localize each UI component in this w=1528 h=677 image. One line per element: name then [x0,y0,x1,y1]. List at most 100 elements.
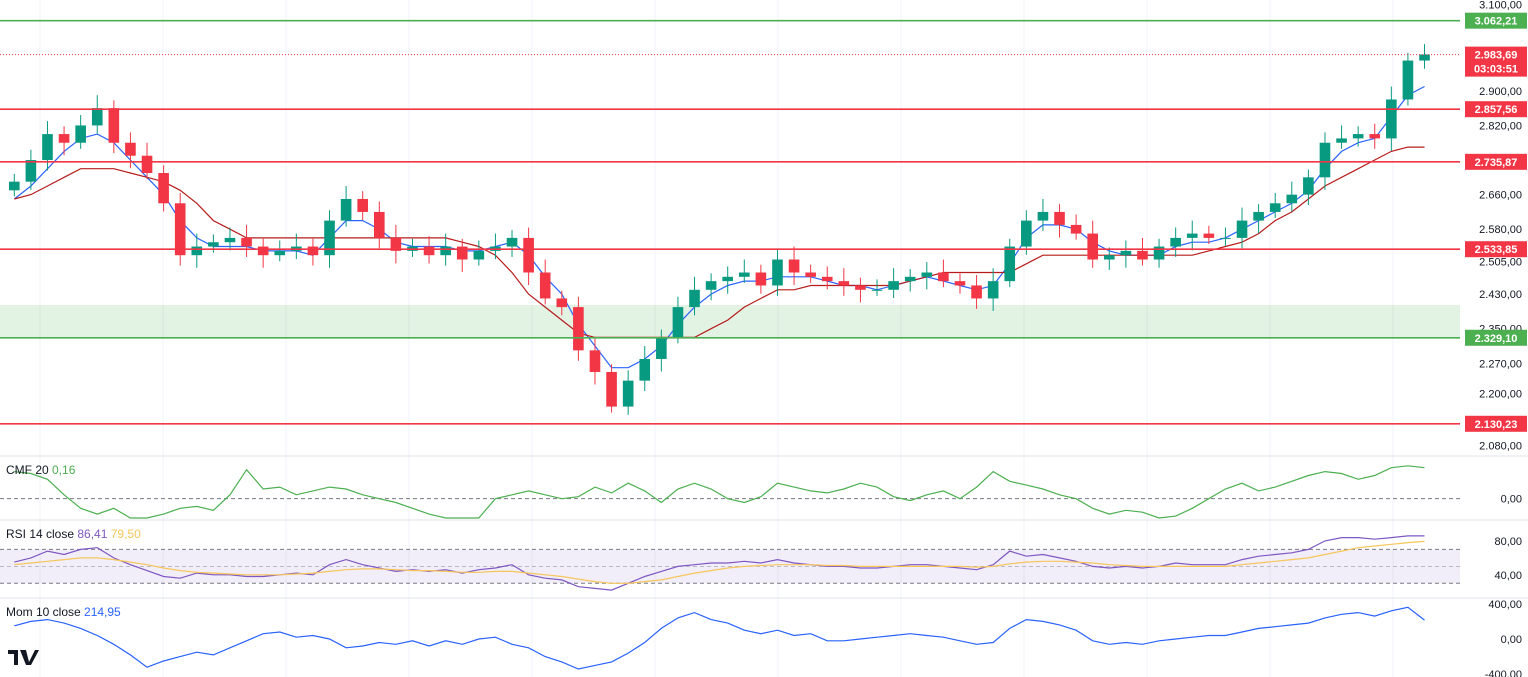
candle-body [1369,134,1381,139]
candle-body [1220,237,1231,239]
indicator-legend: Mom 10 close 214,95 [6,605,121,619]
candle [1170,227,1181,257]
candle-body [108,108,120,143]
indicator-legend: CMF 20 0,16 [6,463,76,477]
candle-body [506,237,518,247]
candle-body [440,246,451,256]
candle [622,370,634,415]
candle [108,100,120,154]
candle [904,269,916,292]
price-badges: 3.062,21 2.857,56 2.735,87 2.533,85 2.329,10… [1465,12,1527,432]
candle [125,132,136,169]
level-badge [1465,101,1527,118]
candle-body [1137,250,1148,260]
candle [373,201,385,249]
candle [1236,207,1248,249]
candle [871,279,883,296]
candle [1103,247,1115,270]
candle [805,264,816,283]
tradingview-logo [8,650,39,665]
candle-body [241,237,252,247]
y-tick-label: 2.080,00 [1479,441,1522,453]
candle [987,268,999,311]
level-badge [1465,415,1527,432]
candle-body [888,281,899,290]
candle [257,238,269,268]
candle-body [689,289,700,308]
y-tick-label: 2.430,00 [1479,289,1522,301]
candle-body [1419,54,1430,61]
momentum-pane: 400,00 0,00 -400,00 Mom 10 close 214,95 [6,599,1522,677]
y-tick-label: 2.820,00 [1479,120,1522,132]
candle [75,115,86,149]
candle-body [324,220,335,256]
level-badge-label: 2.533,85 [1475,244,1518,256]
candle-body [75,125,86,143]
indicator-line [14,535,1425,591]
y-tick-label: 0,00 [1501,494,1522,506]
candle-body [938,272,949,282]
rsi-pane: 80,00 40,00 RSI 14 close 86,41 79,50 [0,527,1528,599]
candle [606,364,617,413]
candle [971,275,982,309]
level-badge-label: 2.130,23 [1475,419,1518,431]
candle [1153,238,1165,268]
candle-body [473,250,485,260]
candle-body [58,134,70,143]
y-tick-label: 2.505,00 [1479,257,1522,269]
candle [888,268,899,299]
y-tick-label: 80,00 [1494,536,1522,548]
candle [1419,44,1430,69]
candle-body [622,380,634,407]
candle [539,259,551,305]
candle [1004,238,1016,288]
candle-body [573,307,584,351]
candle [1137,237,1148,266]
candle-body [921,272,933,277]
candle-body [539,272,551,299]
indicator-line [14,540,1425,584]
indicator-value: 0,16 [52,463,76,477]
candle-body [174,203,186,256]
level-badge [1465,153,1527,170]
candle-body [523,237,534,273]
candle-body [423,246,435,256]
candle-body [722,276,734,282]
candle-body [224,237,236,243]
candle [1070,214,1082,240]
candle [1021,210,1032,255]
last-price-badge [1465,46,1527,77]
indicator-title: RSI 14 close [6,527,77,541]
y-tick-label: 2.660,00 [1479,190,1522,202]
candle [838,268,850,296]
candle-body [1336,138,1347,143]
candle-body [1253,211,1264,221]
indicator-legend: RSI 14 close 86,41 79,50 [6,527,141,541]
candle [705,273,717,301]
candle-body [788,259,800,273]
indicator-line [14,606,1425,670]
candle [1269,192,1281,218]
indicator-title: Mom 10 close [6,605,84,619]
candle [1120,240,1132,268]
indicator-signal-value: 79,50 [111,527,141,541]
y-tick-label: -400,00 [1485,669,1522,677]
support-zone [0,304,1460,338]
candle-body [1386,99,1397,139]
candle [921,262,933,290]
y-tick-label: 2.270,00 [1479,358,1522,370]
candle-body [838,281,850,286]
candle-body [1319,142,1331,178]
candle [58,126,70,156]
candle [639,346,651,392]
candle-body [738,272,750,277]
candle [821,266,833,290]
candle [1369,123,1381,149]
candle-body [954,281,966,286]
candle-body [904,276,916,282]
candle [1352,126,1364,147]
level-badge-label: 2.329,10 [1475,333,1518,345]
candle [456,238,468,273]
candle [340,185,352,227]
